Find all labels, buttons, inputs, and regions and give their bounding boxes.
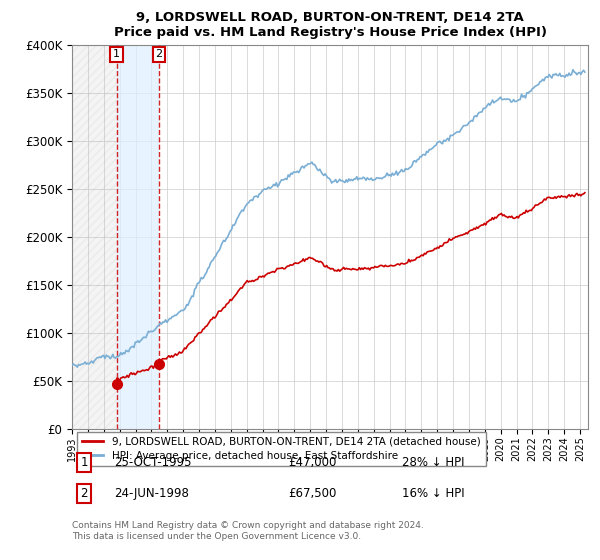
Legend: 9, LORDSWELL ROAD, BURTON-ON-TRENT, DE14 2TA (detached house), HPI: Average pric: 9, LORDSWELL ROAD, BURTON-ON-TRENT, DE14…	[77, 432, 485, 466]
Bar	[72, 45, 117, 429]
Title: 9, LORDSWELL ROAD, BURTON-ON-TRENT, DE14 2TA
Price paid vs. HM Land Registry's H: 9, LORDSWELL ROAD, BURTON-ON-TRENT, DE14…	[113, 11, 547, 39]
Text: 2: 2	[155, 49, 163, 59]
Text: 16% ↓ HPI: 16% ↓ HPI	[402, 487, 464, 500]
Text: 1: 1	[80, 456, 88, 469]
Text: £67,500: £67,500	[288, 487, 337, 500]
Text: 28% ↓ HPI: 28% ↓ HPI	[402, 456, 464, 469]
Text: £47,000: £47,000	[288, 456, 337, 469]
Text: 25-OCT-1995: 25-OCT-1995	[114, 456, 191, 469]
Text: 24-JUN-1998: 24-JUN-1998	[114, 487, 189, 500]
Text: Contains HM Land Registry data © Crown copyright and database right 2024.
This d: Contains HM Land Registry data © Crown c…	[72, 521, 424, 540]
Text: 2: 2	[80, 487, 88, 500]
Bar	[117, 45, 159, 429]
Text: 1: 1	[113, 49, 120, 59]
